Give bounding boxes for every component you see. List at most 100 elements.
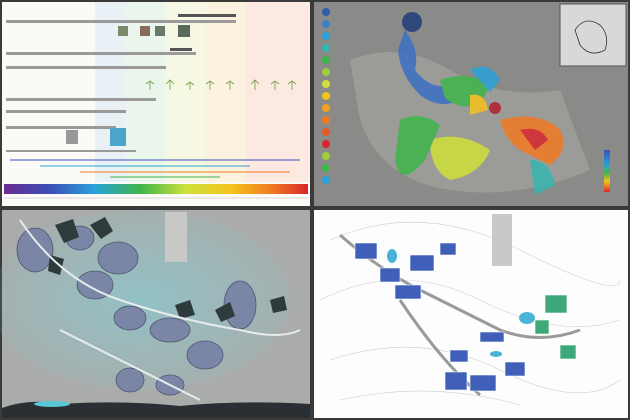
band xyxy=(205,2,245,182)
shape xyxy=(329,346,621,394)
shape xyxy=(398,30,460,104)
building xyxy=(492,214,512,266)
teal-plan-panel xyxy=(0,210,310,418)
shape xyxy=(322,56,330,64)
shape xyxy=(339,390,521,406)
shape xyxy=(519,312,535,324)
shape xyxy=(322,92,330,100)
shape xyxy=(339,233,581,339)
shape xyxy=(444,371,468,391)
shape xyxy=(322,68,330,76)
shape xyxy=(115,367,145,393)
shape xyxy=(469,374,497,392)
shape xyxy=(145,80,155,90)
shape xyxy=(409,254,435,272)
shape xyxy=(59,329,201,401)
bar xyxy=(6,110,126,113)
shape xyxy=(479,331,505,343)
inset-map xyxy=(559,3,627,67)
roads xyxy=(19,219,301,401)
shape xyxy=(559,344,577,360)
thumbnail xyxy=(118,26,128,36)
shape xyxy=(489,102,501,114)
thumbnails xyxy=(66,25,190,146)
shape xyxy=(205,80,215,90)
shape xyxy=(395,116,440,175)
shape xyxy=(402,12,422,32)
shape xyxy=(322,176,330,184)
color-bar xyxy=(4,184,308,194)
contours xyxy=(319,221,621,406)
shape xyxy=(149,317,191,343)
blue-plots xyxy=(354,242,526,392)
shape xyxy=(534,319,550,335)
bar xyxy=(6,52,196,55)
shape xyxy=(287,80,297,90)
thumbnail xyxy=(178,25,190,37)
shape xyxy=(185,81,195,90)
shape xyxy=(322,116,330,124)
shape xyxy=(470,66,500,92)
shape xyxy=(322,8,330,16)
shape xyxy=(250,79,260,90)
shape xyxy=(270,80,280,90)
shape xyxy=(19,219,301,336)
shape xyxy=(97,241,139,275)
shape xyxy=(354,242,378,260)
section-strip xyxy=(2,401,310,418)
figure xyxy=(110,128,126,146)
thumbnail xyxy=(66,130,78,144)
bar xyxy=(6,150,136,152)
shape xyxy=(490,351,502,357)
legend-dots xyxy=(322,8,330,184)
shape xyxy=(55,219,79,243)
shape xyxy=(186,340,224,370)
band xyxy=(245,2,310,182)
white-plan-panel xyxy=(314,210,628,418)
shape xyxy=(113,305,147,331)
thumbnail xyxy=(155,26,165,36)
inset-outline xyxy=(574,20,608,54)
building xyxy=(165,212,187,262)
thumbnail xyxy=(140,26,150,36)
dark-plots xyxy=(48,217,287,322)
shape xyxy=(530,160,555,195)
shape xyxy=(322,80,330,88)
shape xyxy=(430,136,490,180)
section-water xyxy=(34,401,70,407)
shape xyxy=(387,249,397,263)
shape xyxy=(319,279,621,327)
aerial-map-panel xyxy=(314,2,628,206)
shape xyxy=(544,294,568,314)
shape xyxy=(329,221,621,286)
timeline-bars xyxy=(6,14,236,152)
shape xyxy=(270,296,287,313)
zones xyxy=(395,12,564,195)
plant-icons xyxy=(145,79,297,90)
shape xyxy=(322,128,330,136)
shape xyxy=(16,227,54,273)
shape xyxy=(175,300,195,319)
shape xyxy=(76,270,114,300)
shape xyxy=(48,255,64,275)
shape xyxy=(322,32,330,40)
timeline-panel xyxy=(2,2,310,206)
ponds xyxy=(387,249,535,357)
shape xyxy=(470,94,488,115)
shape xyxy=(215,302,235,322)
shape xyxy=(322,152,330,160)
green-plots xyxy=(534,294,577,360)
bar xyxy=(6,66,166,69)
shape xyxy=(439,242,457,256)
shape xyxy=(165,79,175,90)
bar xyxy=(178,14,236,17)
shape xyxy=(322,164,330,172)
shape xyxy=(394,284,422,300)
process-lines xyxy=(10,159,300,178)
bar xyxy=(6,126,116,129)
bar xyxy=(6,20,236,23)
shape xyxy=(322,104,330,112)
shape xyxy=(449,349,469,363)
